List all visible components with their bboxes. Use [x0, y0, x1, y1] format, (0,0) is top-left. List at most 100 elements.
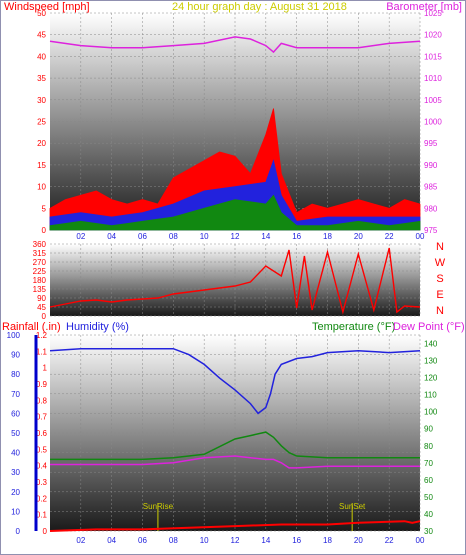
- rain-tick: 0.1: [36, 511, 48, 520]
- average-wind-area: [49, 194, 421, 231]
- temperature-axis-title: Temperature (°F): [312, 321, 395, 333]
- hour-tick: 02: [76, 232, 85, 241]
- sunset-label: SunSet: [339, 502, 366, 511]
- temperature-tick: 30: [424, 527, 433, 536]
- rain-tick: 0.2: [36, 494, 48, 503]
- windspeed-tick: 10: [37, 183, 46, 192]
- temperature-tick: 60: [424, 476, 433, 485]
- direction-tick: 360: [33, 240, 47, 249]
- hour-tick: 04: [107, 232, 116, 241]
- humidity-gridlines: [50, 334, 421, 532]
- windspeed-tick: 50: [37, 9, 46, 18]
- temperature-tick: 70: [424, 459, 433, 468]
- barometer-tick: 995: [424, 139, 438, 148]
- hour-tick: 06: [138, 232, 147, 241]
- windspeed-area: [49, 108, 421, 231]
- rain-tick: 0.9: [36, 380, 48, 389]
- humidity-tick: 80: [11, 370, 20, 379]
- rain-tick: 0.5: [36, 445, 48, 454]
- windspeed-tick: 45: [37, 31, 46, 40]
- windspeed-axis-title: Windspeed [mph]: [4, 1, 90, 13]
- barometer-axis-title: Barometer [mb]: [386, 1, 462, 13]
- humidity-series: SunRise SunSet: [49, 347, 421, 532]
- hour-tick: 20: [354, 232, 363, 241]
- humidity-tick: 0: [16, 527, 21, 536]
- windspeed-tick: 15: [37, 161, 46, 170]
- direction-series: [49, 247, 421, 315]
- hour-tick: 22: [385, 536, 394, 545]
- hour-tick: 00: [416, 232, 425, 241]
- compass-label: S: [436, 273, 443, 285]
- barometer-line: [49, 36, 421, 54]
- barometer-tick: 1020: [424, 31, 442, 40]
- temperature-line: [50, 431, 420, 461]
- rain-tick: 0.7: [36, 413, 48, 422]
- hour-tick: 08: [169, 232, 178, 241]
- compass-label: N: [436, 305, 444, 317]
- dewpoint-axis-title: Dew Point (°F): [393, 321, 465, 333]
- hour-tick: 12: [231, 536, 240, 545]
- dewpoint-line: [50, 455, 420, 469]
- hour-tick: 18: [323, 232, 332, 241]
- direction-tick: 270: [33, 258, 47, 267]
- temperature-tick: 80: [424, 442, 433, 451]
- hour-tick: 22: [385, 232, 394, 241]
- compass-label: W: [435, 257, 446, 269]
- direction-tick: 0: [42, 312, 47, 321]
- gust-area: [49, 159, 421, 231]
- direction-tick: 225: [33, 267, 47, 276]
- hour-tick: 18: [323, 536, 332, 545]
- hour-tick: 16: [292, 232, 301, 241]
- direction-tick: 315: [33, 249, 47, 258]
- hour-tick: 12: [231, 232, 240, 241]
- hour-tick: 16: [292, 536, 301, 545]
- humidity-tick: 90: [11, 351, 20, 360]
- windspeed-tick: 40: [37, 52, 46, 61]
- windspeed-tick: 35: [37, 74, 46, 83]
- rain-tick: 0: [43, 527, 48, 536]
- barometer-tick: 980: [424, 204, 438, 213]
- wind-direction-line: [49, 247, 421, 315]
- temperature-tick: 50: [424, 493, 433, 502]
- chart-title: 24 hour graph day : August 31 2018: [172, 1, 347, 13]
- humidity-line: [49, 347, 421, 415]
- barometer-tick: 990: [424, 161, 438, 170]
- barometer-tick: 1010: [424, 74, 442, 83]
- compass-label: N: [436, 241, 444, 253]
- direction-tick: 180: [33, 276, 47, 285]
- direction-tick: 45: [37, 303, 46, 312]
- hour-tick: 10: [200, 536, 209, 545]
- barometer-tick: 1005: [424, 96, 442, 105]
- barometer-tick: 1015: [424, 52, 442, 61]
- barometer-tick: 975: [424, 226, 438, 235]
- rainfall-line: [49, 520, 421, 532]
- hour-tick: 14: [261, 536, 270, 545]
- windspeed-tick: 30: [37, 96, 46, 105]
- direction-tick: 135: [33, 285, 47, 294]
- temperature-tick: 40: [424, 510, 433, 519]
- rain-tick: 0.3: [36, 478, 48, 487]
- temperature-tick: 110: [424, 391, 437, 400]
- hour-tick: 02: [76, 536, 85, 545]
- hour-tick: 08: [169, 536, 178, 545]
- rain-tick: 0.4: [36, 462, 48, 471]
- barometer-tick: 1000: [424, 118, 442, 127]
- humidity-tick: 100: [7, 331, 21, 340]
- humidity-tick: 50: [11, 429, 20, 438]
- humidity-tick: 60: [11, 409, 20, 418]
- humidity-temperature-panel: SunRise SunSet 010203040506070809010000.1…: [7, 331, 438, 545]
- temperature-tick: 140: [424, 340, 438, 349]
- rain-tick: 1.1: [36, 347, 48, 356]
- temperature-tick: 120: [424, 374, 438, 383]
- windspeed-tick: 25: [37, 118, 46, 127]
- direction-tick: 90: [37, 294, 46, 303]
- humidity-tick: 70: [11, 390, 20, 399]
- hour-tick: 04: [107, 536, 116, 545]
- barometer-tick: 985: [424, 183, 438, 192]
- temperature-tick: 130: [424, 357, 438, 366]
- rain-tick: 1.2: [36, 331, 48, 340]
- barometer-tick: 1025: [424, 9, 442, 18]
